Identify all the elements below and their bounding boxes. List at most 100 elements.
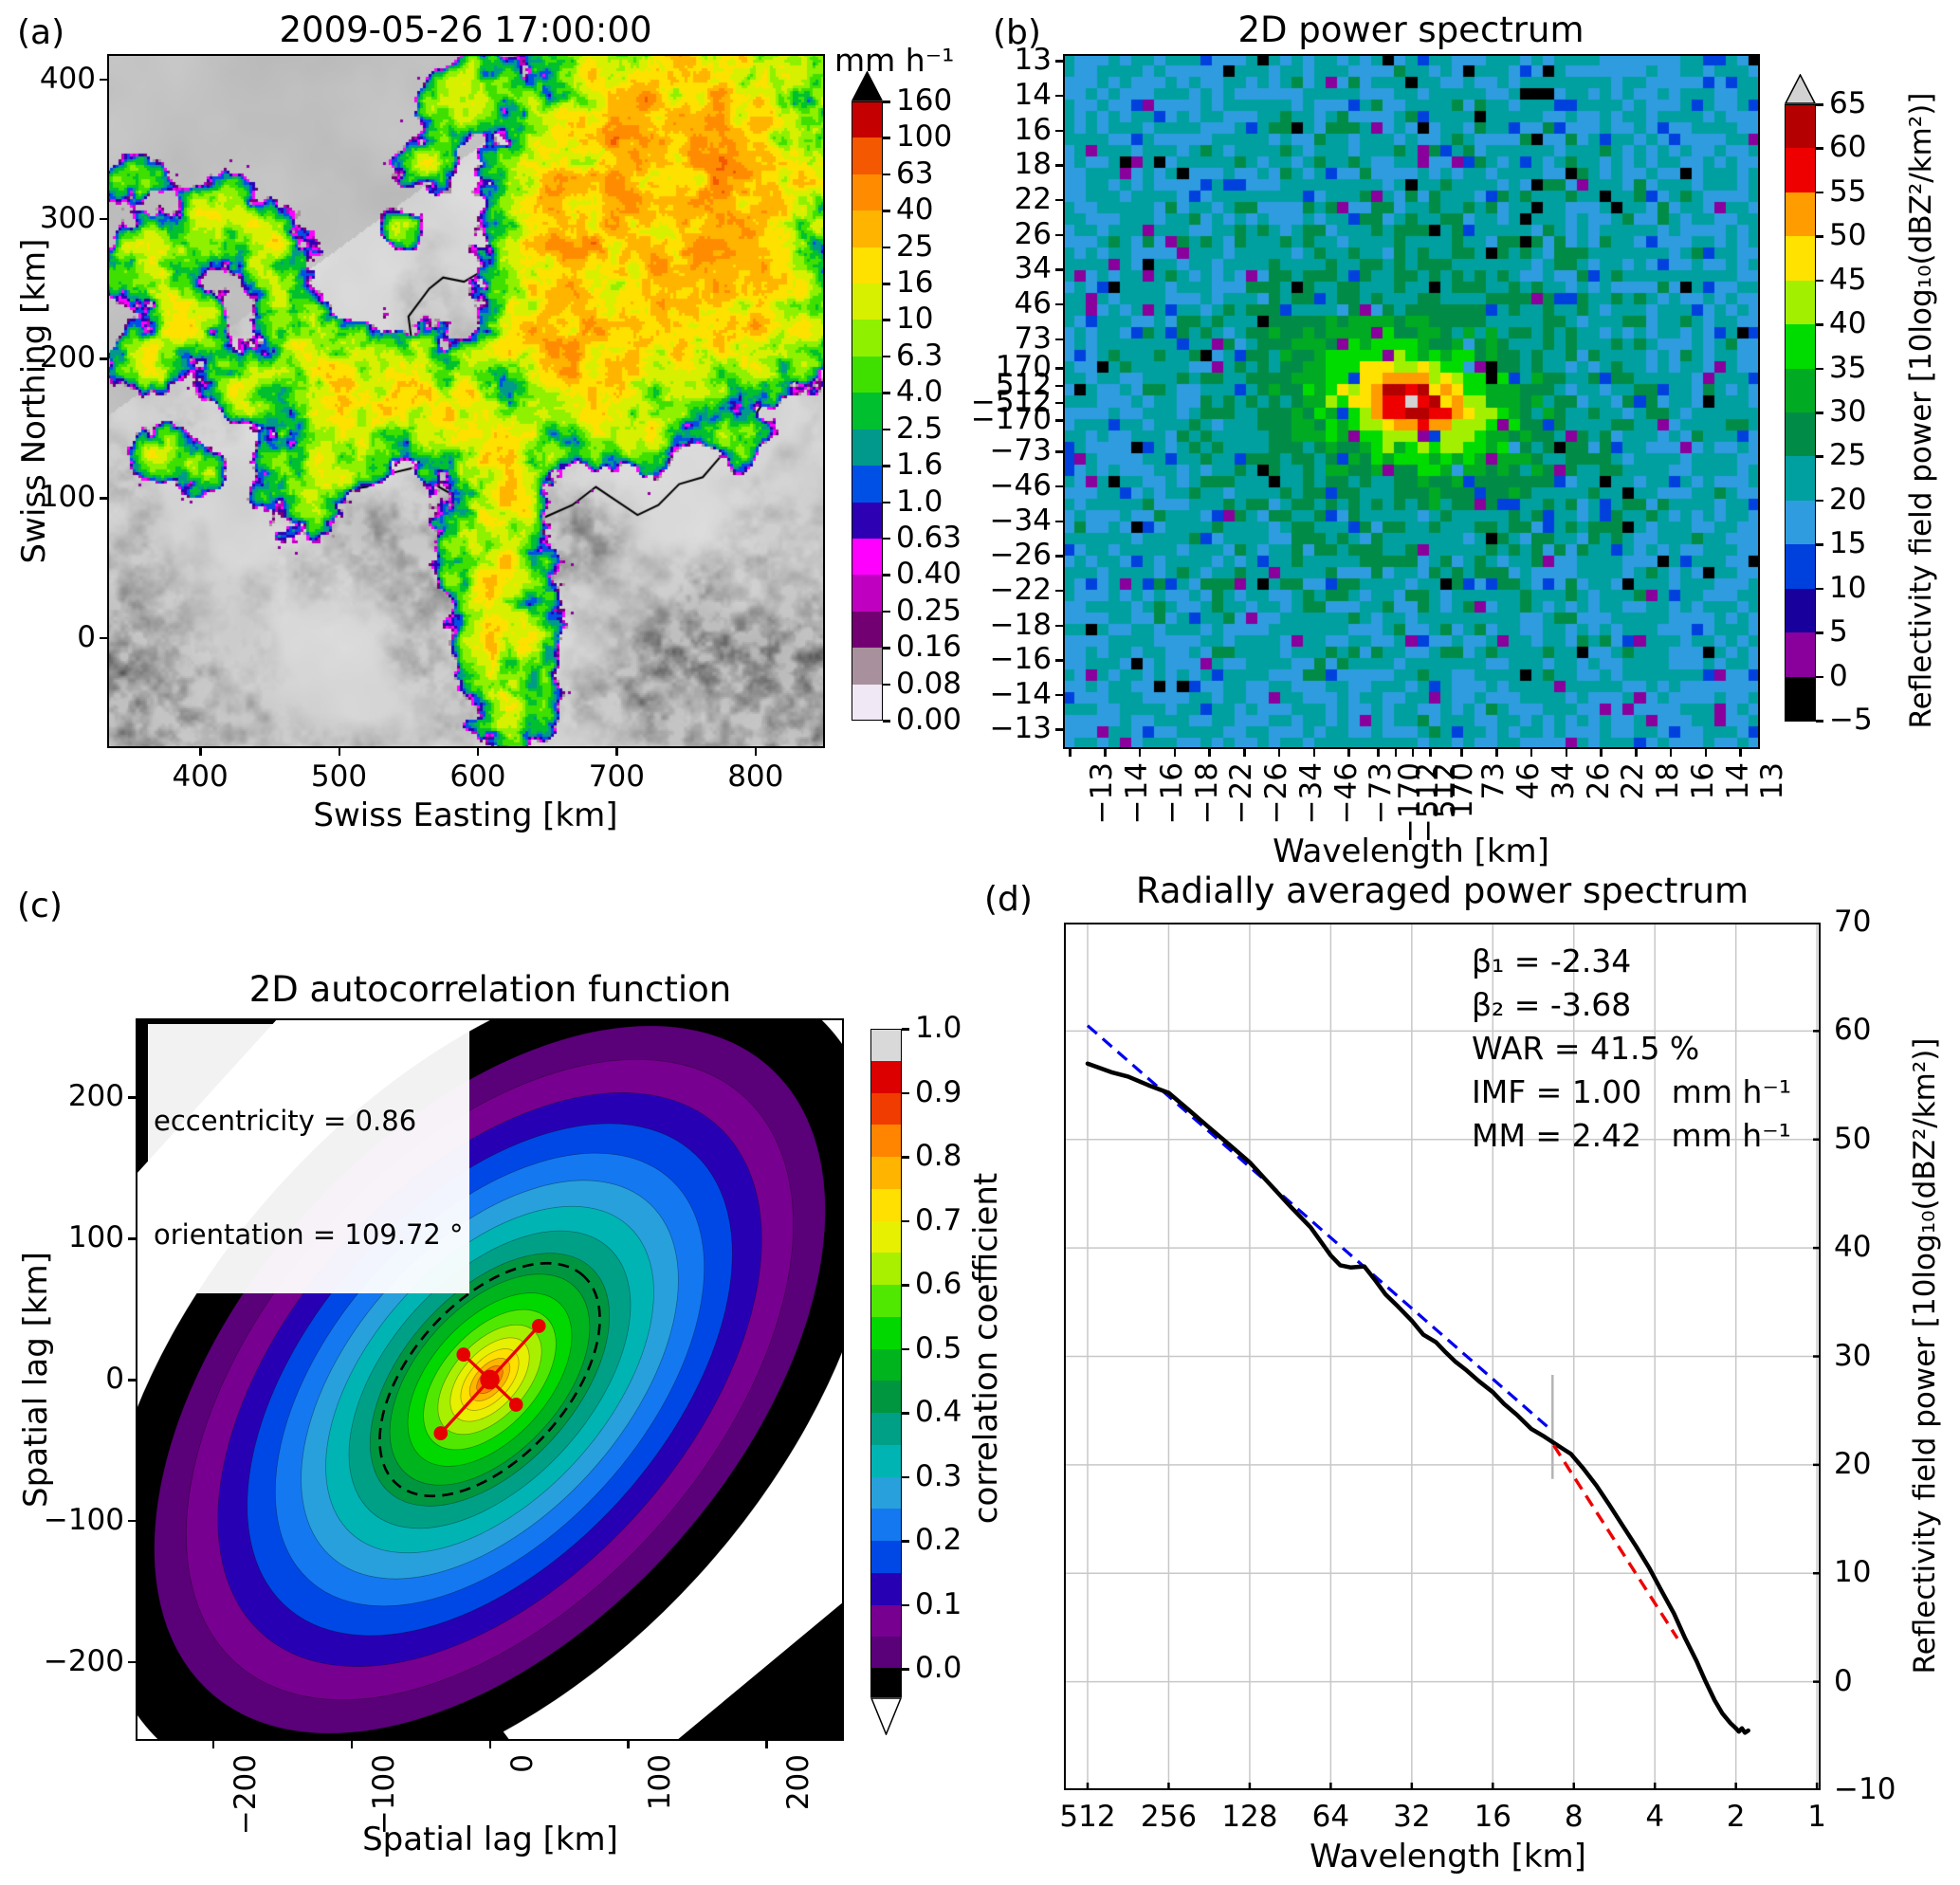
panel-b-colorbar-over-arrow [1785, 74, 1816, 104]
panel-b-xtick: −18 [1189, 762, 1224, 825]
panel-b-colorbar-segment [1785, 324, 1816, 370]
panel-b-xtick: −34 [1293, 762, 1328, 825]
axis-tick-mark [1055, 624, 1063, 628]
axis-tick-mark [1635, 749, 1638, 757]
panel-b-xlabel: Wavelength [km] [1273, 833, 1549, 870]
panel-a-colorbar-segment [852, 174, 883, 211]
panel-c-colorbar-tick-label: 0.0 [915, 1651, 962, 1685]
axis-tick-mark [883, 501, 890, 504]
axis-tick-mark [1055, 338, 1063, 341]
panel-a-colorbar-segment [852, 101, 883, 139]
panel-d-power-spectrum-plot [1064, 923, 1821, 1790]
axis-tick-mark [1495, 749, 1498, 757]
panel-a-colorbar-tick-label: 40 [896, 192, 934, 228]
axis-tick-mark [883, 720, 890, 723]
axis-tick-mark [902, 1412, 909, 1415]
panel-d-xtick: 8 [1564, 1800, 1584, 1834]
panel-b-xtick: −26 [1259, 762, 1294, 825]
panel-d-xtick: 32 [1393, 1800, 1431, 1834]
panel-b-colorbar-segment [1785, 632, 1816, 678]
panel-a-colorbar-outline [852, 101, 883, 721]
panel-c-axis-endpoint-marker [456, 1347, 471, 1363]
axis-tick-mark [488, 1741, 491, 1748]
axis-tick-mark [883, 101, 890, 103]
panel-c-colorbar-tick-label: 0.8 [915, 1139, 962, 1173]
axis-tick-mark [765, 1741, 768, 1748]
panel-c-xtick: −200 [228, 1754, 263, 1836]
panel-c-colorbar-segment [870, 1316, 902, 1350]
axis-tick-mark [128, 1237, 136, 1240]
panel-a-colorbar-segment [852, 429, 883, 467]
panel-b-colorbar-label: Reflectivity field power [10log₁₀(dBZ²/k… [1904, 92, 1938, 729]
axis-tick-mark [1429, 749, 1432, 757]
panel-b-xtick: 34 [1546, 762, 1581, 800]
panel-c-annotations: eccentricity = 0.86 orientation = 109.72… [148, 1024, 469, 1293]
panel-b-ytick: 46 [1014, 285, 1052, 320]
axis-tick-mark [1055, 659, 1063, 662]
axis-tick-mark [1460, 749, 1463, 757]
panel-c-colorbar-segment [870, 1572, 902, 1606]
axis-tick-mark [883, 210, 890, 212]
panel-b-xtick: 14 [1720, 762, 1755, 800]
panel-a-colorbar-segment [852, 284, 883, 321]
panel-a-colorbar-segment [852, 210, 883, 248]
axis-tick-mark [100, 217, 107, 221]
axis-tick-mark [100, 497, 107, 500]
panel-c-colorbar-outline [870, 1029, 902, 1669]
axis-tick-mark [883, 465, 890, 467]
panel-c-axis-endpoint-marker [433, 1426, 449, 1441]
panel-d-ytick: −10 [1834, 1772, 1896, 1806]
panel-b-ytick: 73 [1014, 320, 1052, 356]
axis-tick-mark [1816, 235, 1823, 238]
colorbar-arrow-icon [870, 1697, 902, 1735]
panel-b-colorbar-segment [1785, 412, 1816, 458]
panel-d-ytick: 0 [1834, 1663, 1853, 1698]
panel-d-ytick: 50 [1834, 1121, 1872, 1156]
axis-tick-mark [883, 137, 890, 139]
panel-a-ytick: 200 [39, 340, 96, 375]
axis-tick-mark [128, 1379, 136, 1382]
axis-tick-mark [883, 683, 890, 686]
panel-c-colorbar-tick-label: 0.1 [915, 1586, 962, 1621]
panel-b-ytick: 13 [1014, 43, 1052, 78]
panel-b-xtick: 73 [1476, 762, 1511, 800]
axis-tick-mark [1277, 749, 1281, 757]
panel-a-colorbar-segment [852, 538, 883, 576]
axis-tick-mark [1243, 749, 1246, 757]
axis-tick-mark [1816, 499, 1823, 503]
panel-a-colorbar-tick-label: 0.16 [896, 630, 962, 665]
panel-b-ytick: 34 [1014, 251, 1052, 286]
axis-tick-mark [1055, 129, 1063, 133]
axis-tick-mark [902, 1219, 909, 1222]
panel-a-colorbar-tick-label: 25 [896, 229, 934, 264]
panel-c-colorbar-tick-label: 0.2 [915, 1523, 962, 1557]
panel-a-ytick: 300 [39, 200, 96, 235]
panel-a-colorbar-segment [852, 393, 883, 430]
panel-b-ytick: −26 [989, 538, 1052, 573]
axis-tick-mark [883, 574, 890, 576]
panel-b-ytick: 18 [1014, 147, 1052, 182]
panel-c-ytick: 200 [67, 1079, 124, 1114]
panel-b-xtick: 13 [1755, 762, 1790, 800]
panel-b-ytick: −34 [989, 503, 1052, 538]
axis-tick-mark [100, 357, 107, 360]
panel-c-colorbar-label: correlation coefficient [967, 1172, 1005, 1525]
axis-tick-mark [1816, 675, 1823, 679]
panel-c-ytick: −200 [43, 1643, 124, 1678]
panel-a-xlabel: Swiss Easting [km] [313, 796, 618, 834]
panel-c-tag: (c) [17, 887, 63, 925]
panel-b-colorbar-segment [1785, 676, 1816, 722]
axis-tick-mark [883, 537, 890, 540]
panel-d-ytick: 70 [1834, 905, 1872, 939]
panel-a-colorbar-tick-label: 1.6 [896, 448, 943, 483]
panel-a-colorbar-segment [852, 684, 883, 722]
panel-b-ytick: 16 [1014, 112, 1052, 147]
axis-tick-mark [100, 636, 107, 640]
panel-a-colorbar-tick-label: 6.3 [896, 338, 943, 373]
panel-d-stat-mm: MM = 2.42 mm h⁻¹ [1472, 1117, 1791, 1154]
panel-c-ytick: −100 [43, 1502, 124, 1537]
axis-tick-mark [1816, 103, 1823, 106]
panel-a-colorbar-segment [852, 648, 883, 686]
axis-tick-mark [902, 1028, 909, 1031]
